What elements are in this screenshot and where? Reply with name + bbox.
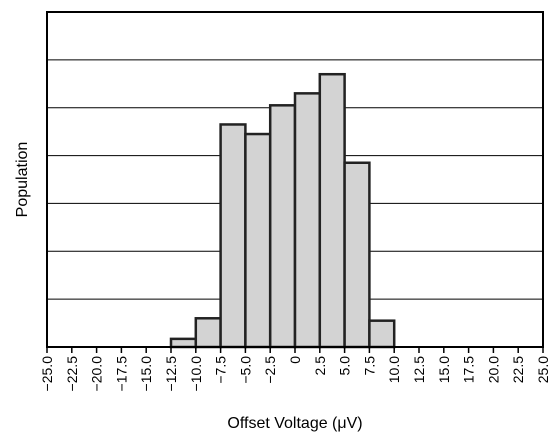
histogram-bar — [343, 161, 371, 349]
y-axis-label: Population — [14, 142, 31, 218]
x-tick-label: −15.0 — [138, 356, 154, 392]
x-tick-label: −20.0 — [89, 356, 105, 392]
x-tick-label: 25.0 — [535, 356, 551, 383]
histogram-bar — [318, 72, 346, 349]
x-tick-label: 15.0 — [436, 356, 452, 383]
x-tick-label: −22.5 — [64, 356, 80, 392]
x-tick-label: 2.5 — [312, 356, 328, 376]
histogram-bars — [169, 72, 396, 349]
x-axis-label: Offset Voltage (μV) — [227, 415, 362, 432]
x-tick-label: 22.5 — [510, 356, 526, 383]
histogram-bar — [293, 92, 322, 349]
x-tick-label: 0 — [287, 356, 303, 364]
histogram-bar — [244, 132, 272, 349]
x-tick-label: 10.0 — [386, 356, 402, 383]
x-tick-label: −5.0 — [237, 356, 253, 384]
x-axis-ticks — [46, 347, 544, 353]
x-tick-label: −2.5 — [262, 356, 278, 384]
x-tick-label: −7.5 — [213, 356, 229, 384]
histogram-bar — [169, 337, 198, 349]
histogram-bar — [368, 319, 396, 349]
histogram-bar — [194, 317, 222, 349]
x-tick-label: −25.0 — [39, 356, 55, 392]
x-tick-label: 7.5 — [361, 356, 377, 376]
x-tick-label: 20.0 — [485, 356, 501, 383]
x-tick-label: −10.0 — [188, 356, 204, 392]
x-tick-label: 12.5 — [411, 356, 427, 383]
histogram-bar — [268, 104, 297, 349]
x-tick-label: 5.0 — [337, 356, 353, 376]
x-tick-label: 17.5 — [461, 356, 477, 383]
x-tick-label: −17.5 — [113, 356, 129, 392]
x-tick-label: −12.5 — [163, 356, 179, 392]
histogram-bar — [219, 123, 247, 349]
x-axis-tick-labels: −25.0 −22.5 −20.0 −17.5 −15.0 −12.5 −10.0 −7.5−… — [39, 356, 551, 392]
